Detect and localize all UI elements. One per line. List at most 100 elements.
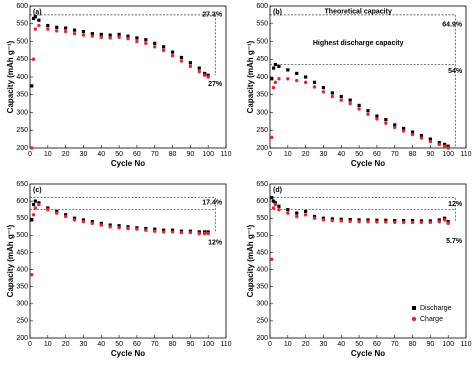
x-axis-label: Cycle No bbox=[351, 159, 385, 168]
y-tick-label: 450 bbox=[16, 56, 28, 63]
discharge-point bbox=[90, 220, 94, 224]
y-tick-label: 500 bbox=[256, 232, 268, 239]
discharge-point bbox=[197, 230, 201, 234]
x-tick-label: 50 bbox=[115, 341, 123, 348]
plot-frame bbox=[269, 5, 467, 149]
discharge-point bbox=[33, 199, 37, 203]
x-tick-label: 20 bbox=[302, 151, 310, 158]
x-tick-label: 30 bbox=[320, 341, 328, 348]
plot-frame bbox=[29, 183, 227, 339]
charge-point bbox=[179, 59, 184, 63]
discharge-point bbox=[64, 26, 68, 30]
x-tick-label: 10 bbox=[44, 341, 52, 348]
discharge-point bbox=[357, 103, 361, 107]
y-tick-label: 400 bbox=[16, 266, 28, 273]
charge-point bbox=[339, 219, 343, 223]
charge-point bbox=[437, 142, 441, 147]
discharge-point bbox=[31, 16, 36, 21]
discharge-point bbox=[304, 209, 308, 213]
x-tick-label: 20 bbox=[62, 341, 70, 348]
discharge-point bbox=[271, 66, 276, 70]
charge-point bbox=[348, 219, 352, 224]
x-tick-label: 20 bbox=[62, 151, 70, 158]
discharge-point bbox=[162, 45, 166, 49]
charge-point bbox=[419, 136, 424, 140]
x-tick-label: 30 bbox=[80, 151, 88, 158]
charge-point bbox=[153, 229, 157, 233]
x-tick-label: 30 bbox=[80, 341, 88, 348]
charge-point bbox=[55, 29, 59, 33]
x-tick-label: 90 bbox=[426, 341, 434, 348]
charge-point bbox=[437, 219, 441, 224]
y-tick-label: 450 bbox=[16, 249, 28, 256]
y-tick-label: 550 bbox=[256, 215, 268, 222]
discharge-point bbox=[55, 209, 59, 213]
discharge-point bbox=[428, 137, 432, 141]
y-tick-label: 600 bbox=[256, 3, 268, 10]
discharge-point bbox=[375, 114, 379, 118]
x-tick-label: 50 bbox=[355, 151, 363, 158]
x-tick-label: 40 bbox=[97, 151, 105, 158]
y-tick-label: 200 bbox=[256, 335, 268, 342]
charge-point bbox=[312, 216, 317, 220]
charge-point bbox=[295, 214, 299, 219]
discharge-point bbox=[277, 64, 281, 68]
charge-point bbox=[273, 202, 278, 207]
charge-point bbox=[270, 257, 274, 261]
x-tick-label: 60 bbox=[133, 341, 141, 348]
x-tick-label: 110 bbox=[460, 151, 471, 158]
charge-point bbox=[393, 220, 397, 225]
x-tick-label: 100 bbox=[442, 341, 454, 348]
discharge-point bbox=[402, 126, 406, 131]
x-tick-label: 70 bbox=[391, 341, 399, 348]
charge-point bbox=[442, 144, 447, 148]
x-tick-label: 10 bbox=[284, 341, 292, 348]
x-tick-label: 0 bbox=[268, 341, 272, 348]
charge-point bbox=[108, 36, 112, 40]
x-tick-label: 80 bbox=[409, 341, 417, 348]
discharge-point bbox=[108, 33, 112, 37]
discharge-point bbox=[384, 218, 388, 222]
x-tick-label: 40 bbox=[97, 341, 105, 348]
discharge-point bbox=[37, 18, 41, 22]
y-tick-label: 200 bbox=[16, 145, 28, 152]
discharge-point bbox=[170, 50, 175, 54]
panel-label: (b) bbox=[273, 9, 282, 16]
charge-point bbox=[321, 90, 326, 94]
discharge-point bbox=[46, 206, 50, 210]
charge-point bbox=[90, 34, 95, 38]
x-tick-label: 30 bbox=[320, 151, 328, 158]
annotation: 5.7% bbox=[446, 238, 463, 245]
charge-point bbox=[37, 23, 41, 28]
y-tick-label: 500 bbox=[256, 38, 268, 45]
legend-label: Discharge bbox=[420, 305, 452, 312]
discharge-point bbox=[72, 216, 77, 220]
charge-point bbox=[206, 231, 210, 236]
discharge-point bbox=[99, 221, 103, 225]
charge-point bbox=[108, 225, 112, 229]
discharge-point bbox=[339, 217, 343, 221]
charge-point bbox=[286, 77, 290, 81]
charge-point bbox=[30, 146, 34, 150]
charge-point bbox=[384, 220, 388, 224]
charge-point bbox=[384, 121, 388, 125]
discharge-point bbox=[30, 84, 34, 88]
discharge-point bbox=[270, 196, 274, 200]
x-tick-label: 60 bbox=[133, 151, 141, 158]
charge-point bbox=[30, 272, 34, 277]
charge-point bbox=[277, 207, 281, 212]
discharge-point bbox=[81, 218, 86, 222]
y-tick-label: 250 bbox=[16, 127, 28, 134]
y-tick-label: 600 bbox=[16, 3, 28, 10]
charge-point bbox=[393, 125, 397, 130]
x-tick-label: 70 bbox=[151, 341, 159, 348]
annotation: 27.3% bbox=[202, 11, 223, 18]
charge-point bbox=[99, 35, 103, 39]
charge-point bbox=[401, 129, 406, 133]
charge-point bbox=[357, 107, 361, 111]
legend-label: Charge bbox=[420, 316, 443, 323]
charge-point bbox=[31, 213, 36, 217]
charge-point bbox=[446, 146, 450, 150]
y-axis-label: Capacity (mAh g⁻¹) bbox=[246, 40, 255, 113]
y-tick-label: 250 bbox=[16, 318, 28, 325]
